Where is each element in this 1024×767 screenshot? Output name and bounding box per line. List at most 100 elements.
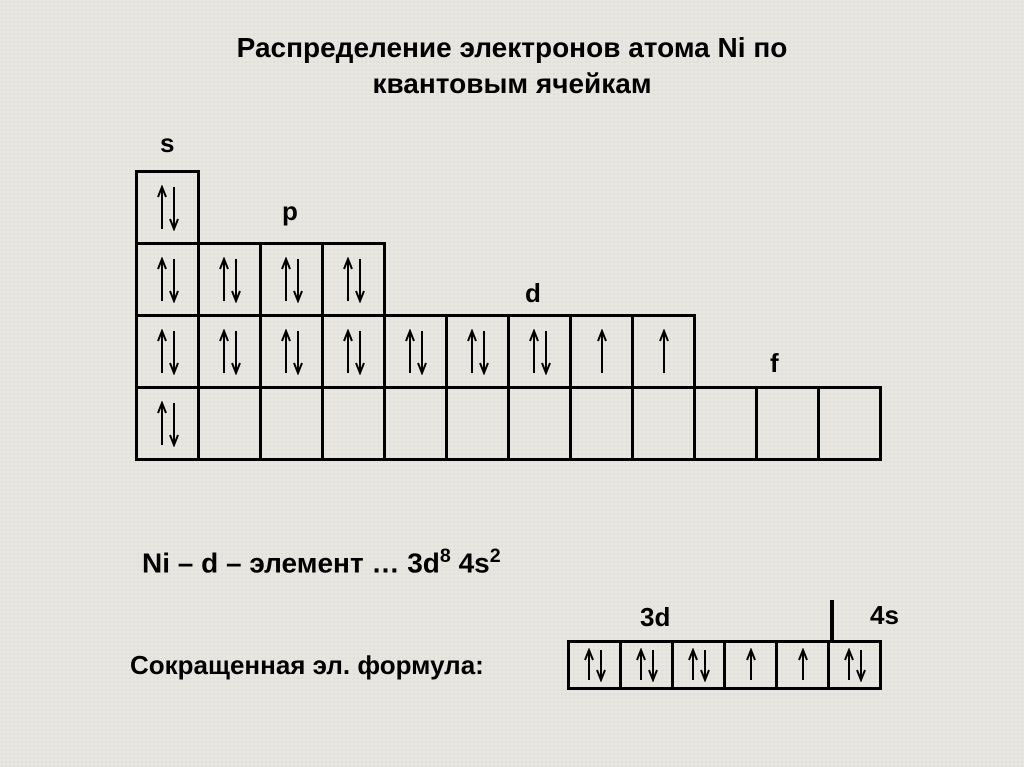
spin-arrows [798,648,808,682]
orbital-cell [671,640,726,690]
spin-arrows [597,329,607,375]
orbital-cell [507,386,572,461]
spin-arrows [844,648,866,682]
spin-arrows [157,257,179,303]
orbital-cell [135,386,200,461]
orbital-cell [567,640,622,690]
caption-prefix: Ni – d – элемент … [142,547,407,578]
orbital-cell [383,386,448,461]
spin-arrows [746,648,756,682]
spin-up-icon [636,648,646,682]
spin-down-icon [541,329,551,375]
orbital-cell [827,640,882,690]
spin-up-icon [281,257,291,303]
spin-down-icon [169,185,179,231]
cfg-3d: 3d [407,547,440,578]
spin-arrows [157,185,179,231]
spin-down-icon [479,329,489,375]
orbital-cell [445,386,510,461]
orbital-cell [197,386,262,461]
spin-arrows [467,329,489,375]
short-formula-caption: Сокращенная эл. формула: [130,650,484,681]
orbital-grid [138,170,882,461]
element-caption: Ni – d – элемент … 3d8 4s2 [142,545,501,579]
short-label-3d: 3d [640,602,670,633]
orbital-row [138,389,882,461]
orbital-cell [817,386,882,461]
orbital-row [138,245,882,317]
spin-down-icon [355,257,365,303]
spin-down-icon [169,257,179,303]
diagram-root: Распределение электронов атома Ni по ква… [0,0,1024,767]
orbital-cell [259,314,324,389]
orbital-row [570,640,882,690]
short-divider [830,600,834,640]
orbital-cell [259,242,324,317]
spin-arrows [688,648,710,682]
orbital-cell [619,640,674,690]
short-orbital-row [570,640,882,690]
orbital-cell [723,640,778,690]
spin-arrows [405,329,427,375]
orbital-cell [569,386,634,461]
spin-arrows [157,401,179,447]
orbital-cell [135,170,200,245]
spin-up-icon [219,329,229,375]
spin-down-icon [169,329,179,375]
title-line-2: квантовым ячейкам [372,68,651,99]
orbital-cell [197,314,262,389]
spin-arrows [343,257,365,303]
orbital-cell [775,640,830,690]
spin-up-icon [597,329,607,375]
spin-arrows [219,257,241,303]
spin-down-icon [293,329,303,375]
spin-up-icon [219,257,229,303]
orbital-row [138,170,882,245]
orbital-cell [693,386,758,461]
spin-up-icon [405,329,415,375]
cfg-4s: 4s [451,547,490,578]
spin-up-icon [157,329,167,375]
spin-down-icon [417,329,427,375]
spin-down-icon [856,648,866,682]
short-label-4s: 4s [870,600,899,631]
spin-arrows [659,329,669,375]
spin-up-icon [157,257,167,303]
spin-arrows [584,648,606,682]
orbital-cell [631,386,696,461]
orbital-cell [135,314,200,389]
orbital-cell [631,314,696,389]
orbital-cell [321,242,386,317]
spin-up-icon [584,648,594,682]
label-s: s [160,128,174,159]
spin-arrows [281,257,303,303]
cfg-4s-sup: 2 [490,545,501,567]
orbital-cell [507,314,572,389]
spin-arrows [281,329,303,375]
spin-down-icon [648,648,658,682]
title: Распределение электронов атома Ni по ква… [0,30,1024,103]
spin-down-icon [596,648,606,682]
title-line-1: Распределение электронов атома Ni по [237,32,788,63]
orbital-cell [321,386,386,461]
spin-arrows [529,329,551,375]
orbital-cell [755,386,820,461]
orbital-cell [197,242,262,317]
orbital-cell [135,242,200,317]
orbital-cell [445,314,510,389]
spin-down-icon [293,257,303,303]
spin-up-icon [746,648,756,682]
orbital-cell [383,314,448,389]
orbital-cell [321,314,386,389]
spin-up-icon [659,329,669,375]
spin-up-icon [529,329,539,375]
spin-down-icon [231,329,241,375]
orbital-cell [569,314,634,389]
spin-down-icon [355,329,365,375]
spin-up-icon [467,329,477,375]
spin-up-icon [343,257,353,303]
spin-up-icon [688,648,698,682]
spin-up-icon [157,185,167,231]
spin-arrows [636,648,658,682]
orbital-row [138,317,882,389]
